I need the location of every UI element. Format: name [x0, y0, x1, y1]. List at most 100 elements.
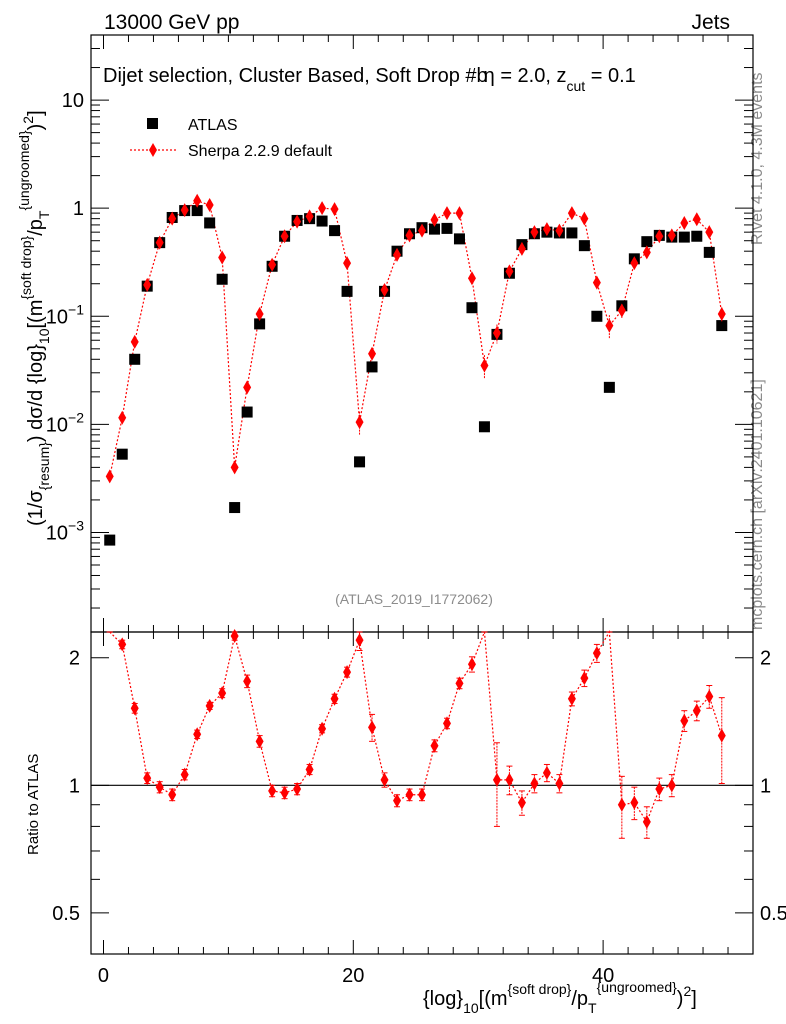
ylabel-sup1: {soft drop}	[18, 235, 34, 299]
ratio-point	[355, 633, 364, 648]
sherpa-point	[617, 303, 626, 318]
ylabel-subT: T	[36, 210, 52, 219]
analysis-id: (ATLAS_2019_I1772062)	[335, 591, 493, 607]
atlas-point	[216, 273, 228, 285]
sherpa-point	[530, 225, 539, 240]
y-tick-label-base: 10	[62, 90, 84, 112]
ratio-point	[418, 787, 426, 802]
ratio-point	[155, 780, 164, 795]
ylabel-e: )	[25, 124, 47, 131]
ratio-point	[168, 787, 177, 802]
ratio-point	[630, 795, 639, 810]
sherpa-point	[168, 211, 177, 226]
ratio-point	[492, 772, 501, 787]
xlabel-slash: /p	[571, 988, 588, 1010]
sherpa-point	[592, 275, 601, 290]
sherpa-point	[293, 214, 302, 229]
x-tick-label: 0	[98, 965, 109, 987]
sherpa-point	[717, 306, 726, 321]
ylabel-d: /p	[25, 219, 47, 236]
ratio-point	[305, 762, 314, 777]
sherpa-point	[205, 197, 214, 212]
sherpa-point	[492, 326, 501, 341]
ratio-point	[243, 674, 252, 689]
header-left: 13000 GeV pp	[104, 11, 239, 34]
sherpa-point	[667, 228, 676, 243]
ratio-point	[193, 727, 202, 742]
y-tick-label-exp: −1	[68, 301, 84, 317]
atlas-point	[641, 236, 653, 248]
atlas-point	[441, 222, 453, 234]
ratio-plot-layer	[91, 629, 753, 839]
xlabel-sq: 2	[683, 983, 691, 999]
atlas-point	[566, 227, 578, 239]
sherpa-point	[567, 206, 576, 221]
atlas-point	[129, 353, 141, 365]
ratio-point	[567, 691, 576, 706]
ratio-point	[592, 646, 601, 661]
y-tick-label: 1	[73, 198, 84, 220]
ylabel-b: ) dσ/d {log}	[25, 344, 47, 442]
sherpa-point	[405, 228, 414, 243]
x-tick-label: 40	[592, 965, 614, 987]
ratio-point	[118, 637, 127, 652]
sherpa-point	[605, 318, 614, 333]
y-tick-label-base: 1	[73, 198, 84, 220]
ratio-point	[680, 713, 689, 728]
y-tick-label-exp: −3	[68, 517, 84, 533]
sherpa-point	[130, 334, 139, 349]
xlabel-subT: T	[588, 1000, 597, 1016]
ratio-tick-label-right: 2	[760, 648, 771, 670]
sherpa-point	[517, 241, 526, 256]
y-tick-label-base: 10	[46, 306, 68, 328]
sherpa-point	[555, 223, 564, 238]
y-tick-label-base: 10	[46, 522, 68, 544]
atlas-point	[716, 320, 728, 332]
ratio-line	[109, 630, 723, 824]
sherpa-point	[467, 271, 476, 286]
ylabel-c: [(m	[25, 300, 47, 329]
atlas-point	[191, 205, 203, 217]
sherpa-point	[442, 206, 451, 221]
chart-title: Dijet selection, Cluster Based, Soft Dro…	[103, 65, 636, 94]
ratio-point	[380, 772, 389, 787]
sherpa-point	[418, 223, 426, 238]
atlas-point	[453, 233, 465, 245]
ratio-point	[442, 716, 451, 731]
y-tick-label: 10−2	[46, 409, 84, 436]
y-tick-label: 10−3	[46, 517, 84, 544]
sherpa-point	[305, 209, 314, 224]
xlabel-main: {log}	[423, 988, 463, 1010]
ratio-point	[280, 785, 289, 800]
xlabel-sub10: 10	[463, 1000, 479, 1016]
ratio-point	[393, 793, 402, 808]
xlabel-sup1: {soft drop}	[508, 981, 572, 997]
ylabel-sub: {resum}	[36, 442, 52, 491]
xlabel-end: )	[677, 988, 684, 1010]
ratio-point	[580, 671, 589, 686]
ratio-point	[205, 698, 214, 713]
mcplots-label: mcplots.cern.ch [arXiv:2401.10621]	[749, 379, 766, 630]
ratio-point	[505, 772, 514, 787]
ratio-point	[318, 721, 327, 736]
title-eta: η = 2.0, z	[484, 65, 567, 87]
xlabel-close: ]	[691, 988, 697, 1010]
sherpa-point	[393, 247, 402, 262]
sherpa-point	[655, 229, 664, 244]
ratio-y-label: Ratio to ATLAS	[25, 754, 42, 855]
sherpa-point	[368, 346, 377, 361]
title-main: Dijet selection, Cluster Based, Soft Dro…	[103, 65, 488, 87]
sherpa-point	[343, 256, 352, 271]
atlas-point	[254, 318, 266, 330]
y-tick-label: 10−1	[46, 301, 84, 328]
sherpa-point	[430, 212, 439, 227]
atlas-point	[466, 302, 478, 314]
sherpa-point	[155, 235, 164, 250]
title-tail: = 0.1	[585, 65, 636, 87]
sherpa-point	[105, 469, 114, 484]
sherpa-point	[330, 202, 339, 217]
atlas-point	[104, 534, 116, 546]
ratio-point	[343, 665, 352, 680]
sherpa-point	[455, 206, 464, 221]
